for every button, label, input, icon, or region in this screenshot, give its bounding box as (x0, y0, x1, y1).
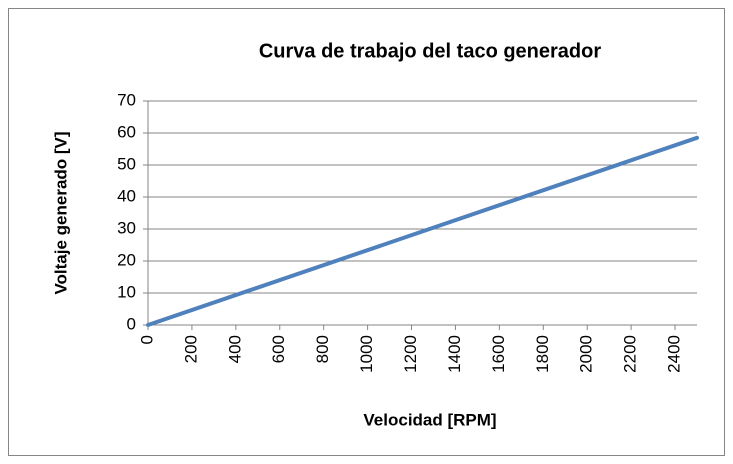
y-tick-label: 60 (117, 122, 136, 141)
series-line (146, 135, 699, 327)
chart-border (8, 8, 725, 456)
y-tick-label: 0 (127, 314, 136, 333)
x-tick-label: 1200 (401, 335, 420, 373)
y-tick-label: 50 (117, 154, 136, 173)
x-tick-label: 600 (269, 335, 288, 363)
x-tick-label: 0 (137, 335, 156, 344)
x-tick-label: 1600 (489, 335, 508, 373)
y-tick-label: 20 (117, 250, 136, 269)
x-tick-label: 2200 (621, 335, 640, 373)
x-axis-title: Velocidad [RPM] (363, 410, 496, 429)
x-tick-label: 400 (225, 335, 244, 363)
x-tick-label: 800 (313, 335, 332, 363)
y-axis-title: Voltaje generado [V] (51, 131, 70, 294)
y-tick-label: 10 (117, 282, 136, 301)
x-tick-label: 1400 (445, 335, 464, 373)
y-tick-label: 40 (117, 186, 136, 205)
x-tick-label: 1800 (533, 335, 552, 373)
y-tick-label: 70 (117, 90, 136, 109)
chart-title: Curva de trabajo del taco generador (259, 40, 602, 62)
x-tick-label: 200 (181, 335, 200, 363)
x-tick-label: 2000 (577, 335, 596, 373)
x-tick-label: 1000 (357, 335, 376, 373)
y-tick-label: 30 (117, 218, 136, 237)
x-tick-label: 2400 (665, 335, 684, 373)
